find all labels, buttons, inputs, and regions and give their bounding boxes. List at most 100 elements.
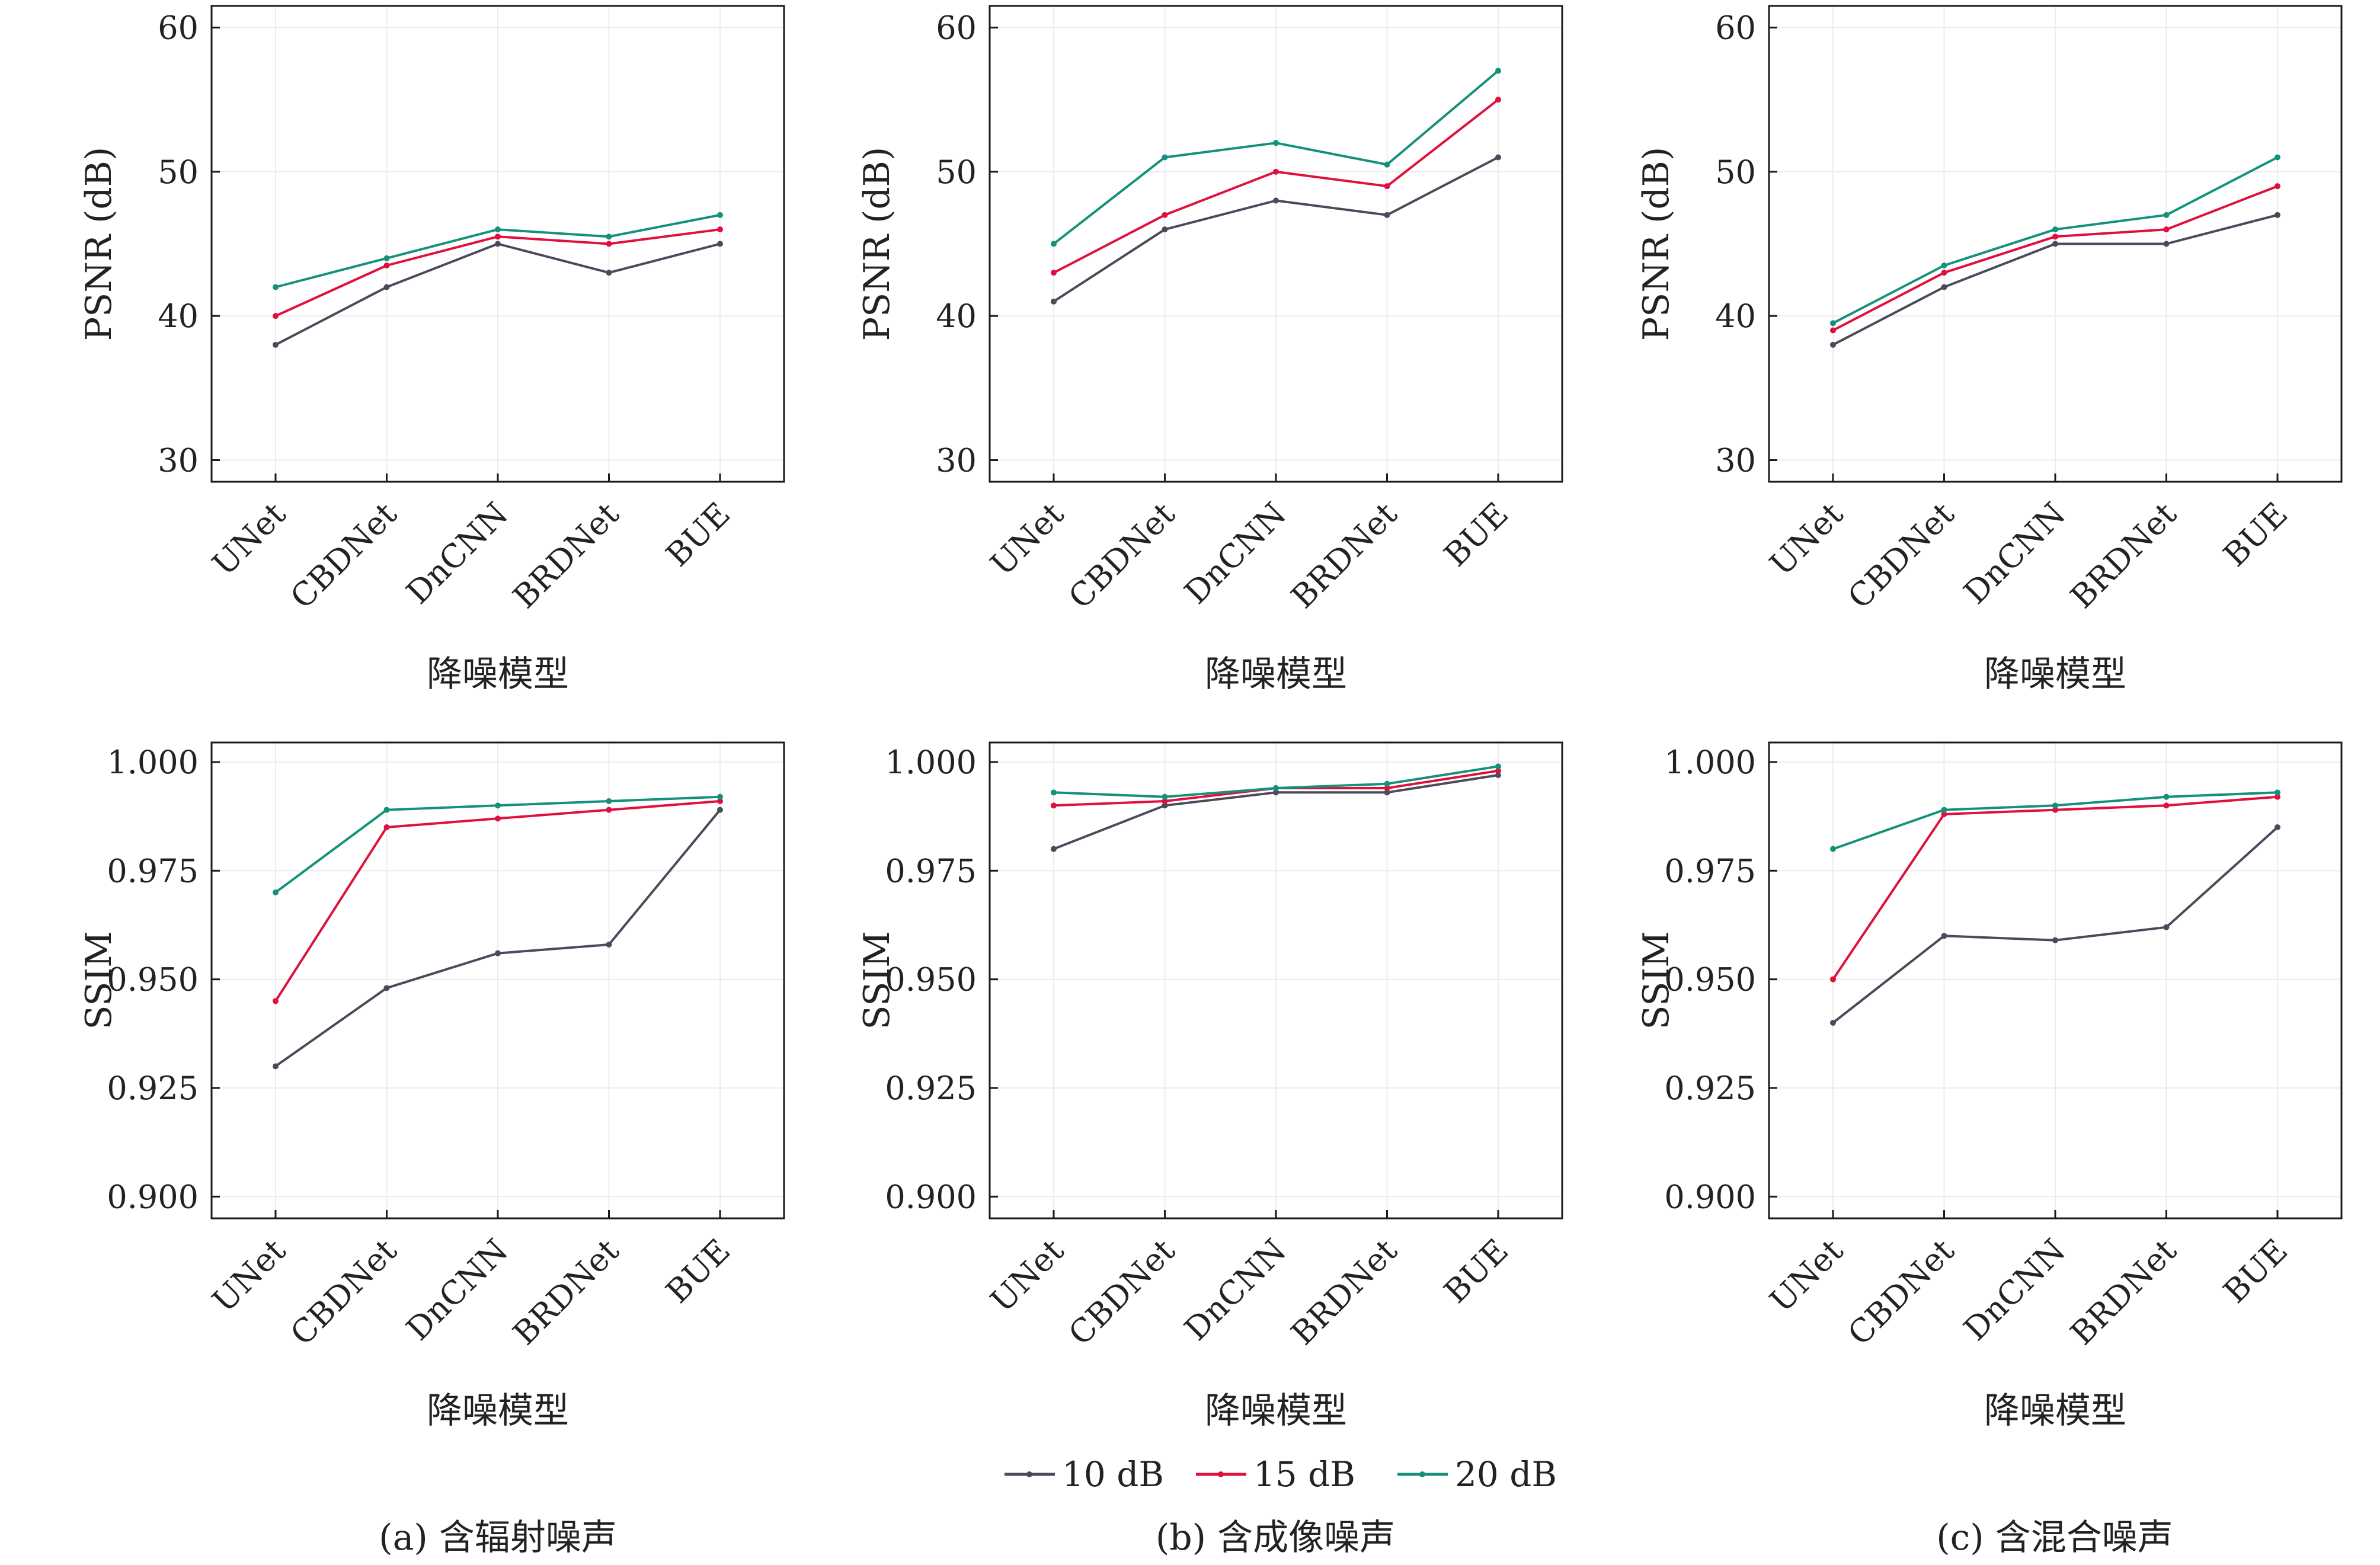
data-point-a-psnr-1-1	[383, 263, 390, 268]
data-point-a-psnr-1-4	[717, 226, 723, 233]
data-point-b-psnr-1-2	[1273, 168, 1279, 175]
data-point-a-ssim-0-0	[273, 1063, 279, 1070]
data-point-a-ssim-2-4	[717, 793, 723, 800]
data-point-a-ssim-2-1	[383, 806, 390, 813]
ylabel-c-psnr: PSNR (dB)	[1636, 147, 1677, 341]
ytick-label-b-ssim-1: 0.925	[885, 1070, 977, 1107]
data-point-c-psnr-0-0	[1830, 341, 1836, 348]
ytick-label-b-ssim-4: 1.000	[885, 744, 977, 781]
xtick-label-b-ssim-4: BUE	[1437, 1232, 1516, 1311]
data-point-c-ssim-1-4	[2275, 793, 2280, 800]
xtick-label-a-psnr-3: BRDNet	[506, 495, 626, 616]
data-point-a-ssim-0-1	[383, 985, 390, 991]
data-point-b-psnr-2-4	[1495, 68, 1501, 74]
data-point-a-ssim-1-0	[273, 998, 279, 1004]
ytick-label-c-ssim-4: 1.000	[1664, 744, 1756, 781]
ytick-label-b-ssim-3: 0.975	[885, 852, 977, 889]
ylabel-b-psnr: PSNR (dB)	[856, 147, 898, 341]
legend-label-20db: 20 dB	[1455, 1454, 1557, 1494]
data-point-b-psnr-0-0	[1051, 298, 1057, 305]
data-point-a-psnr-0-4	[717, 241, 723, 247]
data-point-a-psnr-0-2	[495, 241, 501, 247]
ylabel-a-psnr: PSNR (dB)	[78, 147, 120, 341]
data-point-b-psnr-0-1	[1162, 226, 1168, 233]
ytick-label-b-ssim-2: 0.950	[885, 961, 977, 998]
data-point-a-psnr-2-1	[383, 255, 390, 261]
legend-label-10db: 10 dB	[1062, 1454, 1164, 1494]
ytick-label-c-psnr-1: 40	[1715, 297, 1756, 335]
data-point-b-ssim-1-4	[1495, 767, 1501, 774]
data-point-c-ssim-1-2	[2052, 806, 2058, 813]
caption-a: (a) 含辐射噪声	[379, 1517, 617, 1558]
xtick-label-b-ssim-0: UNet	[983, 1231, 1071, 1319]
data-point-c-ssim-1-3	[2163, 802, 2170, 809]
data-point-b-psnr-2-1	[1162, 154, 1168, 161]
data-point-a-psnr-2-3	[606, 233, 612, 240]
xtick-label-c-psnr-1: CBDNet	[1841, 495, 1962, 616]
data-point-b-psnr-1-0	[1051, 270, 1057, 276]
data-point-c-ssim-0-0	[1830, 1020, 1836, 1026]
data-point-b-ssim-1-3	[1384, 785, 1390, 791]
data-point-c-ssim-0-2	[2052, 937, 2058, 943]
ytick-label-a-ssim-1: 0.925	[107, 1070, 199, 1107]
xtick-label-c-psnr-3: BRDNet	[2063, 495, 2184, 616]
xtick-label-b-psnr-1: CBDNet	[1061, 495, 1182, 616]
data-point-a-ssim-1-4	[717, 798, 723, 804]
xtick-label-c-ssim-3: BRDNet	[2063, 1231, 2184, 1352]
legend: 10 dB 15 dB 20 dB	[1005, 1454, 1557, 1494]
ytick-label-b-psnr-1: 40	[936, 297, 977, 335]
xlabel-a-psnr: 降噪模型	[427, 654, 569, 695]
data-point-b-ssim-1-1	[1162, 798, 1168, 804]
legend-marker-10db	[1026, 1471, 1032, 1477]
data-point-c-psnr-1-4	[2275, 183, 2280, 190]
xtick-label-c-ssim-0: UNet	[1762, 1231, 1850, 1319]
xtick-label-a-psnr-2: DnCNN	[399, 495, 515, 612]
data-point-b-ssim-0-1	[1162, 802, 1168, 809]
xtick-label-b-psnr-2: DnCNN	[1177, 495, 1293, 612]
ytick-label-c-ssim-1: 0.925	[1664, 1070, 1756, 1107]
data-point-a-ssim-0-3	[606, 942, 612, 948]
xtick-label-b-psnr-4: BUE	[1437, 495, 1516, 574]
ytick-label-b-psnr-2: 50	[936, 153, 977, 191]
data-point-a-ssim-2-3	[606, 798, 612, 804]
xtick-label-c-psnr-2: DnCNN	[1956, 495, 2072, 612]
data-point-c-psnr-1-3	[2163, 226, 2170, 233]
xtick-label-c-ssim-4: BUE	[2216, 1232, 2295, 1311]
ylabel-c-ssim: SSIM	[1636, 931, 1677, 1029]
data-point-c-ssim-2-1	[1941, 806, 1947, 813]
data-point-b-ssim-0-4	[1495, 772, 1501, 778]
xtick-label-a-psnr-0: UNet	[205, 495, 293, 583]
data-point-c-ssim-0-4	[2275, 824, 2280, 830]
data-point-c-psnr-0-2	[2052, 241, 2058, 247]
data-point-c-psnr-2-4	[2275, 154, 2280, 161]
ytick-label-b-psnr-3: 60	[936, 9, 977, 47]
ytick-label-a-psnr-1: 40	[158, 297, 199, 335]
caption-c: (c) 含混合噪声	[1936, 1517, 2173, 1558]
data-point-b-psnr-1-3	[1384, 183, 1390, 190]
data-point-c-ssim-1-0	[1830, 976, 1836, 982]
xtick-label-b-psnr-0: UNet	[983, 495, 1071, 583]
xtick-label-c-ssim-1: CBDNet	[1841, 1231, 1962, 1352]
data-point-a-psnr-1-0	[273, 313, 279, 319]
data-point-c-ssim-1-1	[1941, 811, 1947, 817]
data-point-c-psnr-1-1	[1941, 270, 1947, 276]
xtick-label-a-ssim-4: BUE	[659, 1232, 738, 1311]
xtick-label-b-ssim-2: DnCNN	[1177, 1232, 1293, 1348]
xtick-label-a-ssim-1: CBDNet	[283, 1231, 404, 1352]
data-point-c-ssim-2-4	[2275, 789, 2280, 796]
xtick-label-c-psnr-4: BUE	[2216, 495, 2295, 574]
xtick-label-a-ssim-3: BRDNet	[506, 1231, 626, 1352]
xtick-label-b-psnr-3: BRDNet	[1284, 495, 1405, 616]
caption-b: (b) 含成像噪声	[1156, 1517, 1395, 1558]
data-point-a-psnr-2-2	[495, 226, 501, 233]
data-point-c-ssim-0-1	[1941, 933, 1947, 939]
ytick-label-a-psnr-0: 30	[158, 442, 199, 479]
data-point-b-psnr-0-4	[1495, 154, 1501, 161]
ytick-label-a-ssim-4: 1.000	[107, 744, 199, 781]
data-point-b-ssim-2-1	[1162, 793, 1168, 800]
data-point-c-psnr-2-0	[1830, 320, 1836, 327]
ytick-label-a-ssim-2: 0.950	[107, 961, 199, 998]
data-point-a-psnr-2-4	[717, 212, 723, 218]
data-point-a-ssim-1-2	[495, 815, 501, 822]
data-point-b-psnr-0-3	[1384, 212, 1390, 218]
